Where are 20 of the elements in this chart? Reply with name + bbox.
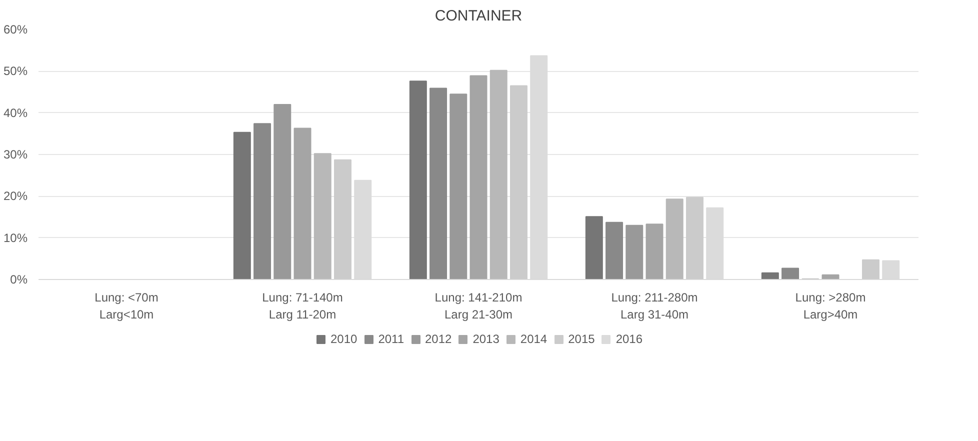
legend-label: 2012 [425, 332, 452, 346]
x-tick-label: Lung: >280m Larg>40m [795, 290, 866, 322]
chart-title: CONTAINER [434, 8, 522, 24]
y-tick-label: 30% [3, 148, 28, 162]
x-tick-label: Lung: 211-280m Larg 31-40m [611, 290, 698, 322]
legend-label: 2014 [520, 332, 548, 346]
y-tick-label: 40% [3, 106, 28, 120]
legend-label: 2011 [378, 332, 404, 346]
y-tick-label: 60% [3, 22, 28, 36]
legend-label: 2010 [330, 332, 358, 346]
x-tick-label: Lung: 71-140m Larg 11-20m [262, 290, 343, 322]
legend-label: 2015 [568, 332, 595, 346]
y-tick-label: 20% [3, 189, 28, 204]
y-tick-label: 50% [3, 64, 28, 78]
x-tick-label: Lung: 141-210m Larg 21-30m [434, 290, 522, 322]
y-tick-label: 10% [3, 230, 28, 245]
legend-label: 2013 [472, 332, 500, 346]
y-tick-label: 0% [10, 272, 28, 286]
x-tick-label: Lung: <70m Larg<10m [94, 290, 158, 322]
legend-label: 2016 [616, 332, 643, 346]
